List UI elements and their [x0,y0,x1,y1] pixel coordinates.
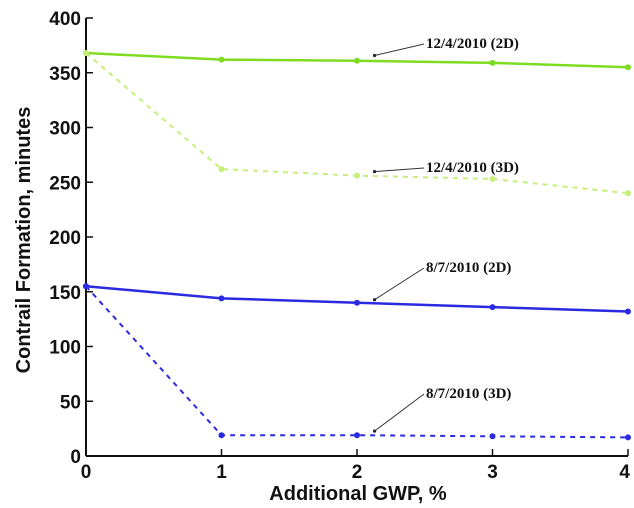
annotation-arrow [374,393,425,432]
x-tick-label: 1 [216,462,227,483]
annotation-arrow-head [372,429,377,433]
annotation-arrow-head [372,53,377,58]
series-line-2 [85,285,629,313]
annotation-label: 8/7/2010 (2D) [426,260,511,276]
annotation-arrow-head [372,298,377,302]
y-tick-label: 0 [70,447,81,468]
series-0-point [489,59,496,66]
annotation-label: 8/7/2010 (3D) [426,386,511,402]
series-2-point [218,295,225,302]
series-layer [83,50,631,441]
series-3-point [625,434,631,441]
series-0-point [218,56,225,63]
series-3-point [354,432,360,439]
y-tick-label: 400 [49,9,81,30]
y-tick-label: 300 [49,119,81,140]
y-tick-label: 250 [49,173,81,194]
annotation-arrow [374,267,425,301]
annotation-label: 12/4/2010 (3D) [426,160,519,176]
series-1-point [625,190,631,197]
y-tick-label: 350 [49,64,81,85]
y-tick-label: 200 [49,228,81,249]
series-0-point [354,57,360,64]
x-axis-label: Additional GWP, % [269,483,447,505]
series-0-point [625,64,631,71]
x-tick-label: 2 [352,462,363,483]
series-2-point [354,299,360,306]
series-line-3 [85,285,629,439]
x-tick-label: 4 [619,462,630,483]
y-tick-label: 150 [49,283,81,304]
series-3-point [489,433,496,440]
x-tick-label: 0 [81,462,92,483]
annotation-arrow-head [372,169,377,174]
series-2-point [625,308,631,315]
annotation-arrow [374,43,425,57]
annotation-layer: 12/4/2010 (2D) 12/4/2010 (3D) 8/7/2010 (2D… [372,36,519,433]
annotation-label: 12/4/2010 (2D) [426,36,519,52]
series-3-point [218,432,225,439]
x-tick-label: 3 [487,462,498,483]
y-axis-label: Contrail Formation, minutes [13,107,35,374]
annotation-arrow [374,167,425,173]
y-tick-label: 100 [49,338,81,359]
y-axis-ticks: 0 50 100 150 200 250 300 350 400 [49,9,93,468]
series-1-point [83,50,89,57]
y-tick-label: 50 [60,392,81,413]
series-line-1 [85,52,629,195]
x-axis-ticks: 0 1 2 3 4 [81,449,630,483]
series-1-point [489,175,496,182]
series-1-point [218,166,225,173]
series-2-point [489,304,496,311]
series-1-point [354,172,360,179]
plot-area [85,18,628,457]
series-3-point [83,283,89,290]
